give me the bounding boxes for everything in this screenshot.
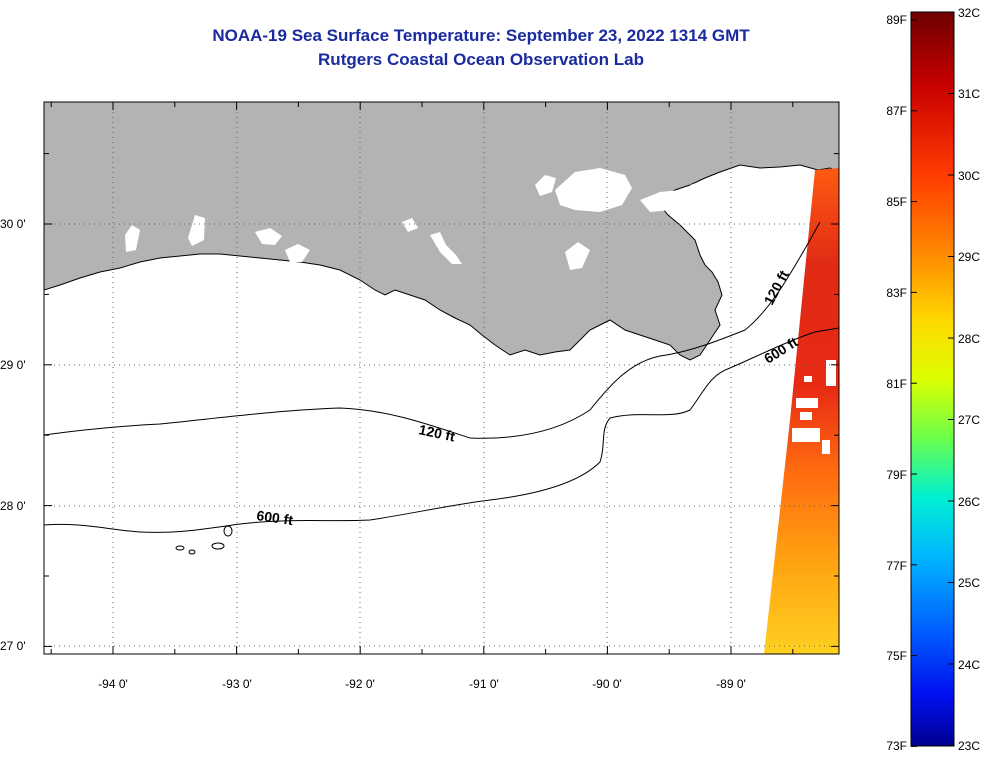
mississippi-sound: [690, 170, 818, 192]
sabine-lake: [188, 215, 205, 246]
latitude-axis: 30 0' 29 0' 28 0' 27 0': [0, 217, 26, 653]
colorbar-f-label: 87F: [886, 104, 907, 118]
calcasieu-lake: [125, 225, 140, 252]
lon-label: -90 0': [592, 677, 622, 691]
colorbar: [910, 11, 955, 747]
lon-label: -91 0': [469, 677, 499, 691]
lat-label: 28 0': [0, 499, 26, 513]
colorbar-celsius-labels: 32C 31C 30C 29C 28C 27C 26C 25C 24C 23C: [958, 6, 980, 753]
colorbar-c-label: 24C: [958, 658, 980, 672]
contour-600ft: [44, 327, 839, 533]
colorbar-f-label: 77F: [886, 559, 907, 573]
contour-label-600ft: 600 ft: [256, 507, 295, 528]
lon-label: -94 0': [98, 677, 128, 691]
colorbar-f-label: 81F: [886, 377, 907, 391]
colorbar-f-label: 73F: [886, 739, 907, 753]
colorbar-f-label: 79F: [886, 468, 907, 482]
colorbar-c-label: 29C: [958, 250, 980, 264]
colorbar-f-label: 83F: [886, 286, 907, 300]
white-lake: [255, 228, 282, 245]
lat-label: 30 0': [0, 217, 26, 231]
colorbar-c-label: 28C: [958, 332, 980, 346]
contour-label-120ft: 120 ft: [417, 421, 456, 444]
map-border: [43, 101, 840, 655]
longitude-axis: -94 0' -93 0' -92 0' -91 0' -90 0' -89 0…: [98, 677, 746, 691]
grand-lake: [285, 244, 310, 262]
colorbar-c-label: 25C: [958, 576, 980, 590]
colorbar-f-label: 89F: [886, 13, 907, 27]
colorbar-c-label: 27C: [958, 413, 980, 427]
colorbar-f-label: 85F: [886, 195, 907, 209]
lake-pontchartrain: [555, 168, 632, 212]
lat-label: 29 0': [0, 358, 26, 372]
colorbar-c-label: 23C: [958, 739, 980, 753]
lon-label: -89 0': [716, 677, 746, 691]
lake-maurepas: [535, 175, 556, 196]
lon-label: -93 0': [222, 677, 252, 691]
colorbar-ticks: [911, 11, 954, 747]
lake-borgne: [640, 190, 690, 212]
colorbar-c-label: 32C: [958, 6, 980, 20]
atchafalaya-lakes: [430, 232, 462, 264]
land-mass: [44, 102, 839, 361]
map-subtitle: Rutgers Coastal Ocean Observation Lab: [318, 50, 644, 69]
colorbar-c-label: 31C: [958, 87, 980, 101]
lat-label: 27 0': [0, 639, 26, 653]
chandeleur-sound: [725, 205, 752, 270]
sst-swath: [764, 168, 839, 654]
colorbar-f-label: 75F: [886, 649, 907, 663]
graticule: [44, 102, 839, 654]
colorbar-c-label: 26C: [958, 495, 980, 509]
colorbar-c-label: 30C: [958, 169, 980, 183]
barataria-bay: [565, 242, 590, 270]
swath-cloud-gaps: [792, 360, 836, 454]
lon-label: -92 0': [345, 677, 375, 691]
axis-ticks: [44, 102, 839, 654]
contour-120ft: [44, 221, 821, 439]
contour-600ft-islets: [175, 525, 233, 555]
colorbar-fahrenheit-labels: 89F 87F 85F 83F 81F 79F 77F 75F 73F: [886, 13, 907, 753]
map-title: NOAA-19 Sea Surface Temperature: Septemb…: [212, 26, 750, 45]
vermilion-bay: [402, 218, 418, 232]
